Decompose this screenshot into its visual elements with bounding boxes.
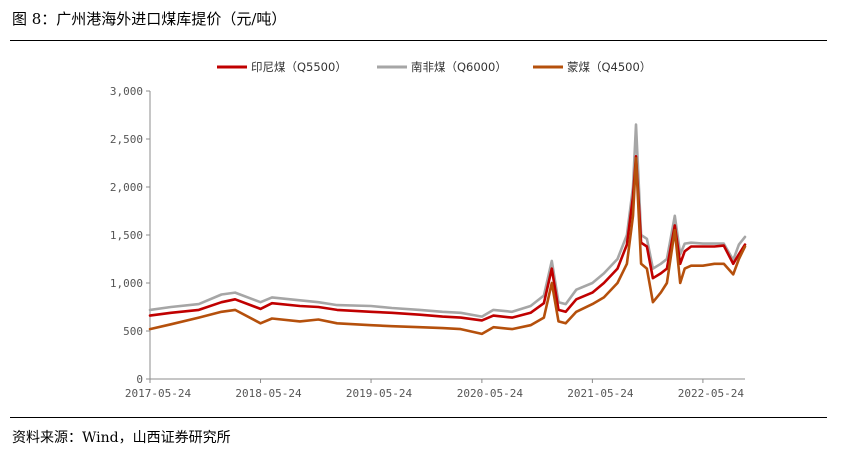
legend-item-3: 蒙煤（Q4500） <box>533 60 651 74</box>
figure-title: 图 8：广州港海外进口煤库提价（元/吨） <box>12 10 287 28</box>
y-tick-label: 1,500 <box>110 229 143 242</box>
legend-item-1: 印尼煤（Q5500） <box>217 60 347 74</box>
legend-item-2: 南非煤（Q6000） <box>377 60 507 74</box>
series-line-3 <box>148 156 747 336</box>
bottom-rule <box>10 417 827 418</box>
x-tick-label: 2019-05-24 <box>346 387 413 400</box>
top-rule <box>10 40 827 41</box>
x-tick-label: 2017-05-24 <box>125 387 192 400</box>
legend-label: 印尼煤（Q5500） <box>251 60 347 74</box>
x-tick-label: 2022-05-24 <box>678 387 745 400</box>
x-tick-label: 2018-05-24 <box>235 387 302 400</box>
series-line-1 <box>148 155 747 322</box>
y-axis: 0 500 1,000 1,500 2,000 2,500 3,000 <box>110 85 151 386</box>
x-axis: 2017-05-24 2018-05-24 2019-05-24 2020-05-24… <box>125 378 745 400</box>
y-tick-label: 2,000 <box>110 181 143 194</box>
chart-legend: 印尼煤（Q5500） 南非煤（Q6000） 蒙煤（Q4500） <box>217 60 651 74</box>
legend-label: 蒙煤（Q4500） <box>567 60 651 74</box>
y-tick-label: 1,000 <box>110 277 143 290</box>
source-note: 资料来源：Wind，山西证券研究所 <box>12 430 231 446</box>
y-tick-label: 3,000 <box>110 85 143 98</box>
x-tick-label: 2020-05-24 <box>457 387 524 400</box>
plot-lines <box>148 123 747 336</box>
x-tick-label: 2021-05-24 <box>567 387 634 400</box>
y-tick-label: 500 <box>123 325 143 338</box>
y-tick-label: 2,500 <box>110 133 143 146</box>
legend-label: 南非煤（Q6000） <box>411 60 507 74</box>
line-chart: 印尼煤（Q5500） 南非煤（Q6000） 蒙煤（Q4500） 0 500 1,000 1… <box>110 60 747 400</box>
series-line-2 <box>148 123 747 318</box>
y-tick-label: 0 <box>136 373 143 386</box>
